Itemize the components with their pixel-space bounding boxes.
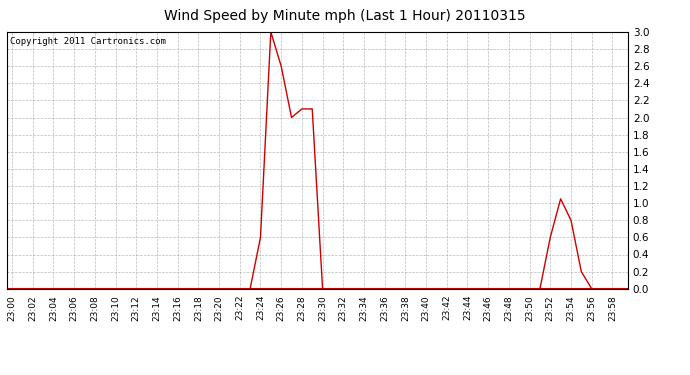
- Text: Copyright 2011 Cartronics.com: Copyright 2011 Cartronics.com: [10, 37, 166, 46]
- Text: Wind Speed by Minute mph (Last 1 Hour) 20110315: Wind Speed by Minute mph (Last 1 Hour) 2…: [164, 9, 526, 23]
